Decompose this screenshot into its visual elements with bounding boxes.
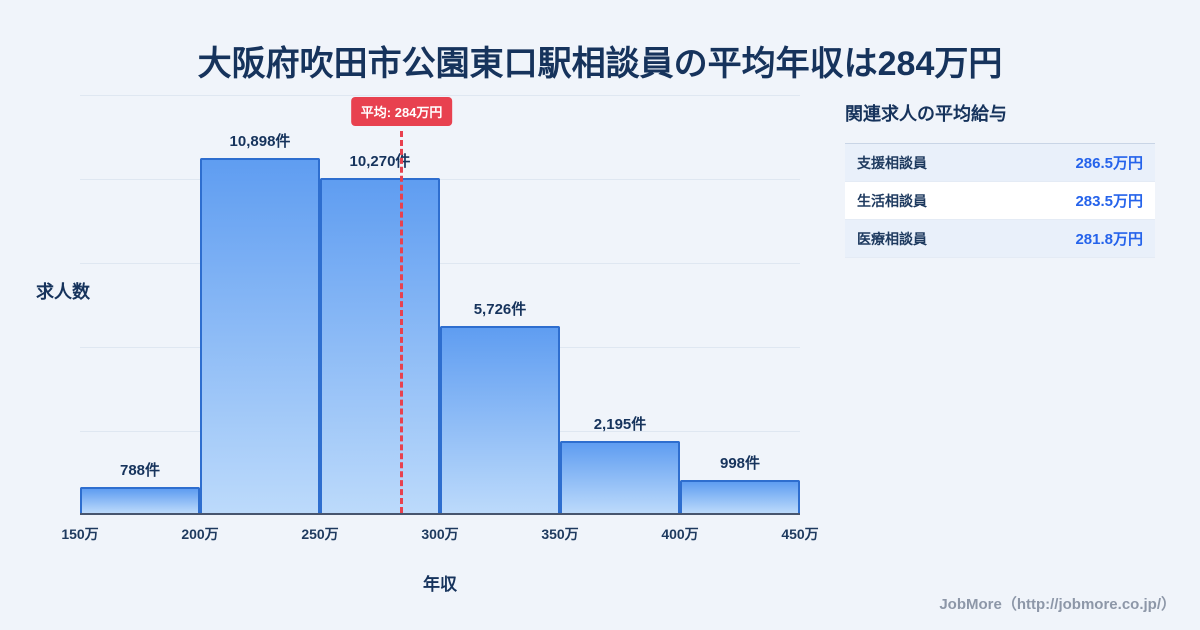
footer-credit: JobMore（http://jobmore.co.jp/） bbox=[939, 596, 1176, 613]
bar-group: 10,270件 bbox=[320, 150, 440, 513]
bars: 788件 10,898件 10,270件 5,726件 2,195件 998件 bbox=[80, 95, 800, 513]
bar-group: 788件 bbox=[80, 459, 200, 513]
salary-histogram-plot: 788件 10,898件 10,270件 5,726件 2,195件 998件 bbox=[80, 95, 800, 515]
related-jobs-table: 支援相談員 286.5万円 生活相談員 283.5万円 医療相談員 281.8万… bbox=[845, 143, 1155, 258]
x-tick: 150万 bbox=[61, 526, 99, 542]
job-type-label: 生活相談員 bbox=[857, 192, 927, 209]
job-type-label: 支援相談員 bbox=[857, 154, 927, 171]
y-axis-label: 求人数 bbox=[36, 282, 90, 302]
bar-group: 5,726件 bbox=[440, 298, 560, 513]
x-tick: 250万 bbox=[301, 526, 339, 542]
bar-group: 10,898件 bbox=[200, 130, 320, 513]
bar-group: 2,195件 bbox=[560, 413, 680, 513]
x-tick: 200万 bbox=[181, 526, 219, 542]
bar bbox=[200, 158, 320, 513]
bar bbox=[440, 326, 560, 513]
bar bbox=[80, 487, 200, 513]
job-salary-value: 286.5万円 bbox=[1075, 155, 1143, 172]
average-line bbox=[399, 131, 403, 513]
job-salary-value: 281.8万円 bbox=[1075, 231, 1143, 248]
average-badge: 平均: 284万円 bbox=[350, 97, 453, 126]
bar-count-label: 998件 bbox=[719, 455, 761, 472]
x-tick: 300万 bbox=[421, 526, 459, 542]
x-tick: 350万 bbox=[541, 526, 579, 542]
bar-count-label: 10,270件 bbox=[349, 153, 411, 170]
x-axis-ticks: 150万 200万 250万 300万 350万 400万 450万 bbox=[61, 524, 818, 544]
bar bbox=[560, 441, 680, 513]
bar-group: 998件 bbox=[680, 452, 800, 513]
bar-count-label: 5,726件 bbox=[473, 301, 527, 318]
job-type-label: 医療相談員 bbox=[857, 230, 927, 247]
bar-count-label: 788件 bbox=[119, 462, 161, 479]
x-axis-label: 年収 bbox=[423, 575, 457, 594]
bar-count-label: 2,195件 bbox=[593, 416, 647, 433]
panel-title: 関連求人の平均給与 bbox=[845, 104, 1007, 124]
bar bbox=[320, 178, 440, 513]
bar-count-label: 10,898件 bbox=[229, 133, 291, 150]
bar bbox=[680, 480, 800, 513]
job-salary-value: 283.5万円 bbox=[1075, 193, 1143, 210]
x-tick: 400万 bbox=[661, 526, 699, 542]
page-title: 大阪府吹田市公園東口駅相談員の平均年収は284万円 bbox=[197, 45, 1003, 83]
table-row: 生活相談員 283.5万円 bbox=[845, 182, 1155, 220]
table-row: 支援相談員 286.5万円 bbox=[845, 144, 1155, 182]
table-row: 医療相談員 281.8万円 bbox=[845, 220, 1155, 258]
related-jobs-panel: 関連求人の平均給与 支援相談員 286.5万円 生活相談員 283.5万円 医療… bbox=[845, 100, 1155, 258]
x-tick: 450万 bbox=[781, 526, 819, 542]
